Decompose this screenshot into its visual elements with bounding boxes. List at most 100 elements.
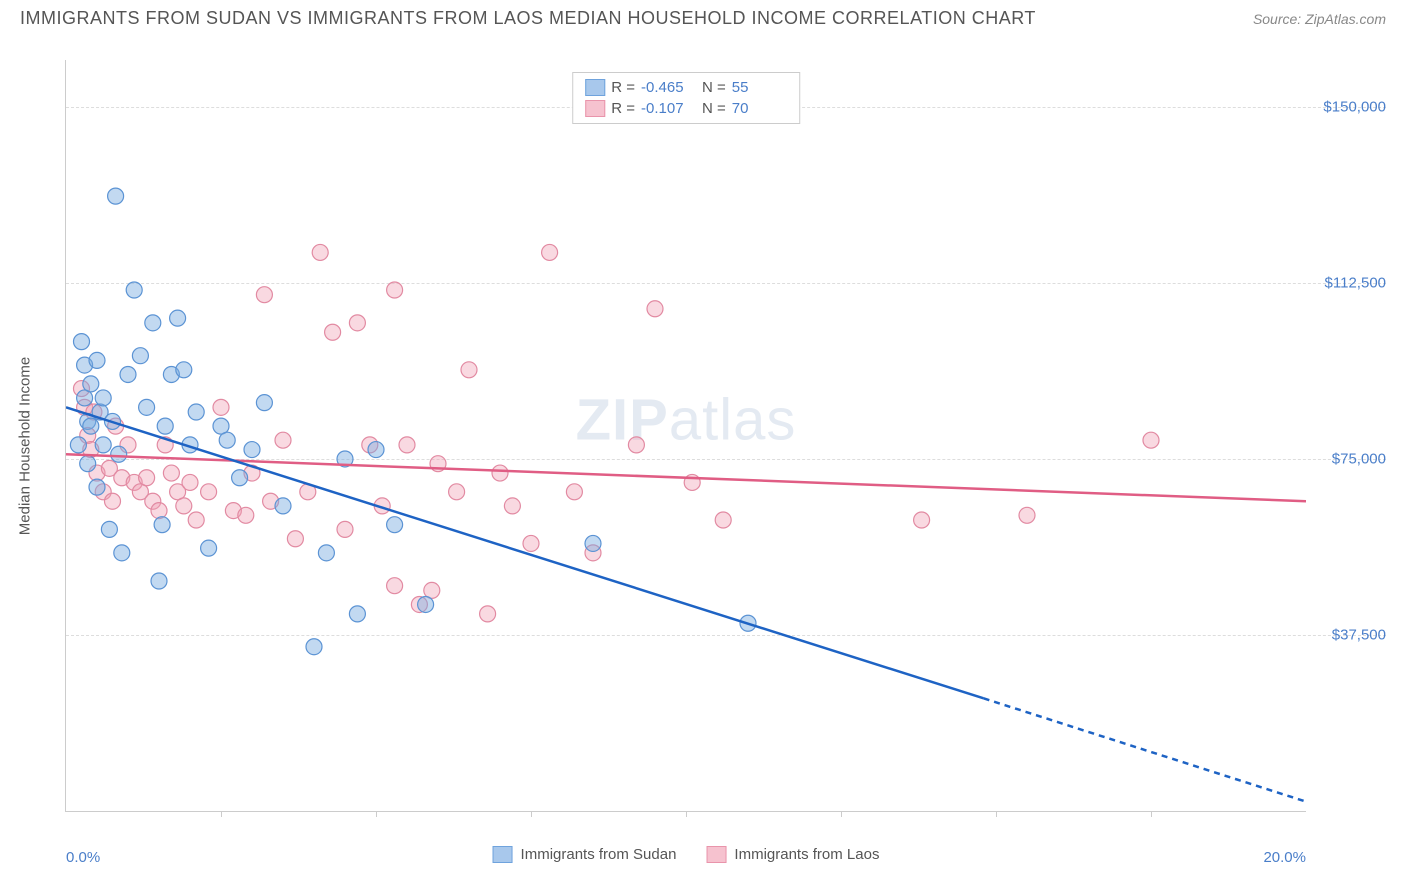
swatch-sudan-icon xyxy=(585,79,605,96)
scatter-point-laos xyxy=(628,437,644,453)
swatch-laos-icon xyxy=(585,100,605,117)
scatter-point-laos xyxy=(188,512,204,528)
correlation-legend-row-laos: R = -0.107 N = 70 xyxy=(585,98,787,119)
scatter-point-laos xyxy=(151,503,167,519)
scatter-plot-svg xyxy=(66,60,1306,811)
plot-area: ZIPatlas R = -0.465 N = 55 R = -0.107 N … xyxy=(65,60,1306,812)
scatter-point-laos xyxy=(337,521,353,537)
r-label: R = xyxy=(611,100,635,117)
scatter-point-laos xyxy=(399,437,415,453)
scatter-point-sudan xyxy=(139,399,155,415)
x-tick xyxy=(221,811,222,817)
scatter-point-laos xyxy=(163,465,179,481)
chart-container: Median Household Income ZIPatlas R = -0.… xyxy=(50,50,1386,842)
r-value-laos: -0.107 xyxy=(641,100,696,117)
scatter-point-laos xyxy=(647,301,663,317)
correlation-legend-row-sudan: R = -0.465 N = 55 xyxy=(585,77,787,98)
series-legend-label: Immigrants from Sudan xyxy=(521,846,677,863)
scatter-point-laos xyxy=(213,399,229,415)
scatter-point-laos xyxy=(566,484,582,500)
scatter-point-laos xyxy=(523,535,539,551)
x-tick xyxy=(686,811,687,817)
scatter-point-sudan xyxy=(89,479,105,495)
correlation-legend: R = -0.465 N = 55 R = -0.107 N = 70 xyxy=(572,72,800,124)
y-axis-label: Median Household Income xyxy=(17,357,34,535)
scatter-point-sudan xyxy=(170,310,186,326)
y-tick-label: $37,500 xyxy=(1316,626,1386,643)
scatter-point-laos xyxy=(105,493,121,509)
source-prefix: Source: xyxy=(1253,11,1305,27)
scatter-point-laos xyxy=(914,512,930,528)
scatter-point-laos xyxy=(176,498,192,514)
scatter-point-laos xyxy=(201,484,217,500)
scatter-point-sudan xyxy=(114,545,130,561)
scatter-point-laos xyxy=(238,507,254,523)
scatter-point-laos xyxy=(492,465,508,481)
scatter-point-laos xyxy=(480,606,496,622)
scatter-point-laos xyxy=(182,474,198,490)
scatter-point-sudan xyxy=(70,437,86,453)
scatter-point-sudan xyxy=(111,446,127,462)
series-legend: Immigrants from Sudan Immigrants from La… xyxy=(493,846,880,863)
scatter-point-sudan xyxy=(306,639,322,655)
x-tick-label: 0.0% xyxy=(66,849,100,866)
scatter-point-laos xyxy=(504,498,520,514)
scatter-point-laos xyxy=(449,484,465,500)
scatter-point-laos xyxy=(312,244,328,260)
scatter-point-sudan xyxy=(157,418,173,434)
y-tick-label: $75,000 xyxy=(1316,450,1386,467)
scatter-point-sudan xyxy=(151,573,167,589)
scatter-point-laos xyxy=(387,282,403,298)
scatter-point-laos xyxy=(1143,432,1159,448)
scatter-point-sudan xyxy=(232,470,248,486)
scatter-point-sudan xyxy=(188,404,204,420)
chart-source: Source: ZipAtlas.com xyxy=(1253,11,1386,27)
r-label: R = xyxy=(611,79,635,96)
scatter-point-laos xyxy=(387,578,403,594)
series-legend-label: Immigrants from Laos xyxy=(734,846,879,863)
scatter-point-sudan xyxy=(145,315,161,331)
scatter-point-sudan xyxy=(74,334,90,350)
scatter-point-sudan xyxy=(120,366,136,382)
scatter-point-sudan xyxy=(83,376,99,392)
trendline-sudan-dashed xyxy=(984,698,1306,801)
r-value-sudan: -0.465 xyxy=(641,79,696,96)
x-tick xyxy=(841,811,842,817)
scatter-point-sudan xyxy=(318,545,334,561)
x-tick xyxy=(1151,811,1152,817)
scatter-point-sudan xyxy=(219,432,235,448)
x-tick xyxy=(376,811,377,817)
scatter-point-laos xyxy=(1019,507,1035,523)
scatter-point-sudan xyxy=(349,606,365,622)
scatter-point-laos xyxy=(256,287,272,303)
chart-header: IMMIGRANTS FROM SUDAN VS IMMIGRANTS FROM… xyxy=(0,0,1406,33)
x-tick xyxy=(531,811,532,817)
scatter-point-laos xyxy=(542,244,558,260)
source-name: ZipAtlas.com xyxy=(1305,11,1386,27)
scatter-point-sudan xyxy=(201,540,217,556)
scatter-point-sudan xyxy=(387,517,403,533)
x-tick-label: 20.0% xyxy=(1263,849,1306,866)
scatter-point-sudan xyxy=(101,521,117,537)
n-label: N = xyxy=(702,79,726,96)
scatter-point-sudan xyxy=(95,437,111,453)
scatter-point-sudan xyxy=(89,352,105,368)
scatter-point-laos xyxy=(275,432,291,448)
x-tick xyxy=(996,811,997,817)
scatter-point-laos xyxy=(325,324,341,340)
scatter-point-sudan xyxy=(132,348,148,364)
scatter-point-laos xyxy=(287,531,303,547)
y-tick-label: $150,000 xyxy=(1316,98,1386,115)
scatter-point-sudan xyxy=(126,282,142,298)
chart-title: IMMIGRANTS FROM SUDAN VS IMMIGRANTS FROM… xyxy=(20,8,1036,29)
scatter-point-sudan xyxy=(154,517,170,533)
swatch-laos-icon xyxy=(706,846,726,863)
n-label: N = xyxy=(702,100,726,117)
scatter-point-sudan xyxy=(95,390,111,406)
scatter-point-sudan xyxy=(256,395,272,411)
scatter-point-sudan xyxy=(418,596,434,612)
series-legend-laos: Immigrants from Laos xyxy=(706,846,879,863)
scatter-point-sudan xyxy=(108,188,124,204)
n-value-sudan: 55 xyxy=(732,79,787,96)
scatter-point-sudan xyxy=(275,498,291,514)
